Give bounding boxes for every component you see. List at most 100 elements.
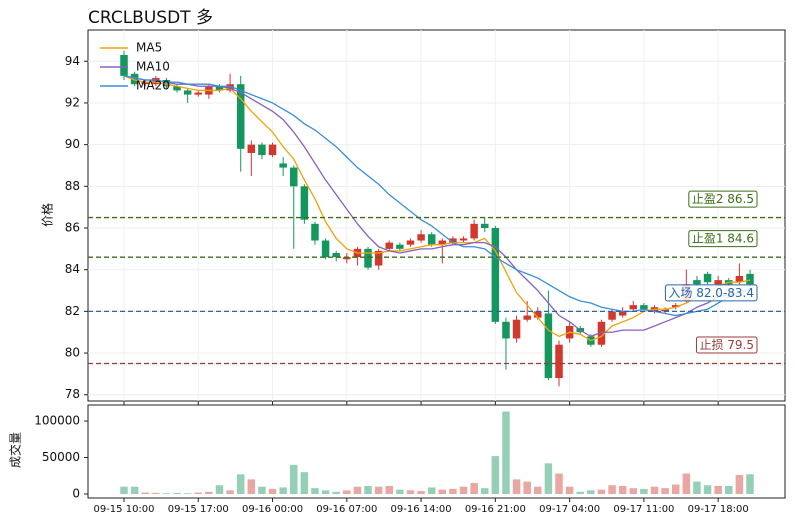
x-tick-label: 09-16 21:00 [465, 504, 526, 515]
volume-bar [374, 486, 383, 494]
candle-body [608, 311, 616, 320]
candle-body [258, 144, 266, 156]
candle-body [141, 82, 149, 85]
candle-body [236, 84, 245, 149]
volume-bar [162, 493, 171, 494]
volume-panel [87, 404, 786, 499]
volume-bar [618, 485, 627, 494]
level-label-box [695, 336, 758, 354]
level-label-box [664, 284, 758, 302]
volume-bar [587, 490, 595, 494]
legend-label: MA5 [136, 41, 162, 55]
volume-bar [703, 485, 712, 494]
level-label: 止盈2 86.5 [692, 192, 754, 206]
volume-bar [661, 488, 669, 494]
candle-body [130, 73, 139, 85]
level-label-box [688, 190, 758, 208]
candle-body [629, 305, 638, 310]
volume-bar [343, 490, 351, 494]
volume-bar [205, 491, 213, 494]
volume-bar [364, 485, 372, 494]
candle-body [459, 238, 468, 241]
volume-bar [650, 486, 659, 494]
level-label-box [688, 230, 758, 248]
volume-bar [438, 489, 447, 494]
volume-bar [173, 492, 181, 494]
chart-title: CRCLBUSDT 多 [88, 8, 213, 28]
y-tick-label: 94 [65, 54, 80, 68]
candle-body [480, 223, 489, 229]
price-panel [87, 29, 786, 402]
volume-bar [321, 490, 330, 494]
x-tick-label: 09-17 04:00 [539, 504, 600, 515]
volume-bar [682, 473, 691, 494]
x-tick-label: 09-16 00:00 [242, 504, 303, 515]
volume-bar [226, 490, 234, 494]
volume-bar [534, 486, 542, 494]
candle-body [290, 167, 298, 187]
volume-bar [714, 485, 722, 494]
volume-bar [576, 491, 584, 494]
candle-body [746, 273, 754, 285]
volume-tick-label: 0 [72, 487, 80, 501]
candle-body [703, 273, 712, 283]
candle-body [491, 228, 500, 322]
volume-bar [480, 488, 489, 494]
x-tick-label: 09-17 18:00 [688, 504, 749, 515]
volume-bar [693, 481, 701, 494]
candle-body [523, 315, 531, 320]
volume-bar [544, 463, 553, 494]
candle-body [534, 311, 542, 318]
y-tick-label: 78 [65, 387, 80, 401]
volume-bar [152, 492, 160, 494]
candle-body [247, 144, 256, 153]
volume-bar [735, 475, 744, 494]
volume-bar [194, 492, 203, 494]
x-tick-label: 09-16 07:00 [316, 504, 377, 515]
volume-bar [258, 486, 266, 494]
volume-bar [417, 491, 425, 494]
ma-line [123, 75, 751, 342]
candle-body [406, 240, 415, 245]
candle-body [544, 313, 553, 379]
candle-body [173, 86, 181, 91]
y-tick-label: 82 [65, 304, 80, 318]
level-label: 止损 79.5 [699, 338, 754, 352]
volume-bar [523, 481, 531, 494]
volume-tick-label: 100000 [34, 414, 80, 428]
volume-bar [290, 464, 298, 494]
volume-bar [608, 485, 616, 494]
candle-body [120, 55, 128, 76]
volume-bar [459, 486, 468, 494]
volume-bar [555, 473, 563, 494]
legend-label: MA10 [136, 60, 170, 74]
y-tick-label: 92 [65, 95, 80, 109]
volume-bar [406, 490, 415, 494]
candle-body [661, 309, 669, 312]
candle-body [364, 248, 372, 268]
volume-bar [640, 488, 648, 494]
candle-body [321, 240, 330, 258]
volume-bar [512, 479, 521, 494]
volume-bar [120, 486, 128, 494]
ma-line [123, 75, 751, 317]
ma-line [123, 75, 751, 338]
candle-body [332, 253, 340, 258]
volume-bar [671, 484, 680, 494]
volume-bar [332, 491, 340, 494]
candle-body [512, 319, 521, 339]
candle-body [215, 86, 224, 91]
level-label: 入场 82.0-83.4 [668, 286, 754, 300]
candle-body [597, 321, 606, 345]
candle-body [374, 250, 383, 266]
y-tick-label: 90 [65, 137, 80, 151]
candle-body [311, 223, 319, 241]
volume-bar [491, 456, 500, 494]
volume-bar [629, 488, 638, 494]
candle-body [735, 275, 744, 283]
y-tick-label: 88 [65, 179, 80, 193]
level-label: 止盈1 84.6 [692, 232, 754, 246]
volume-bar [141, 492, 149, 494]
candle-body [693, 280, 701, 285]
volume-bar [396, 489, 404, 494]
